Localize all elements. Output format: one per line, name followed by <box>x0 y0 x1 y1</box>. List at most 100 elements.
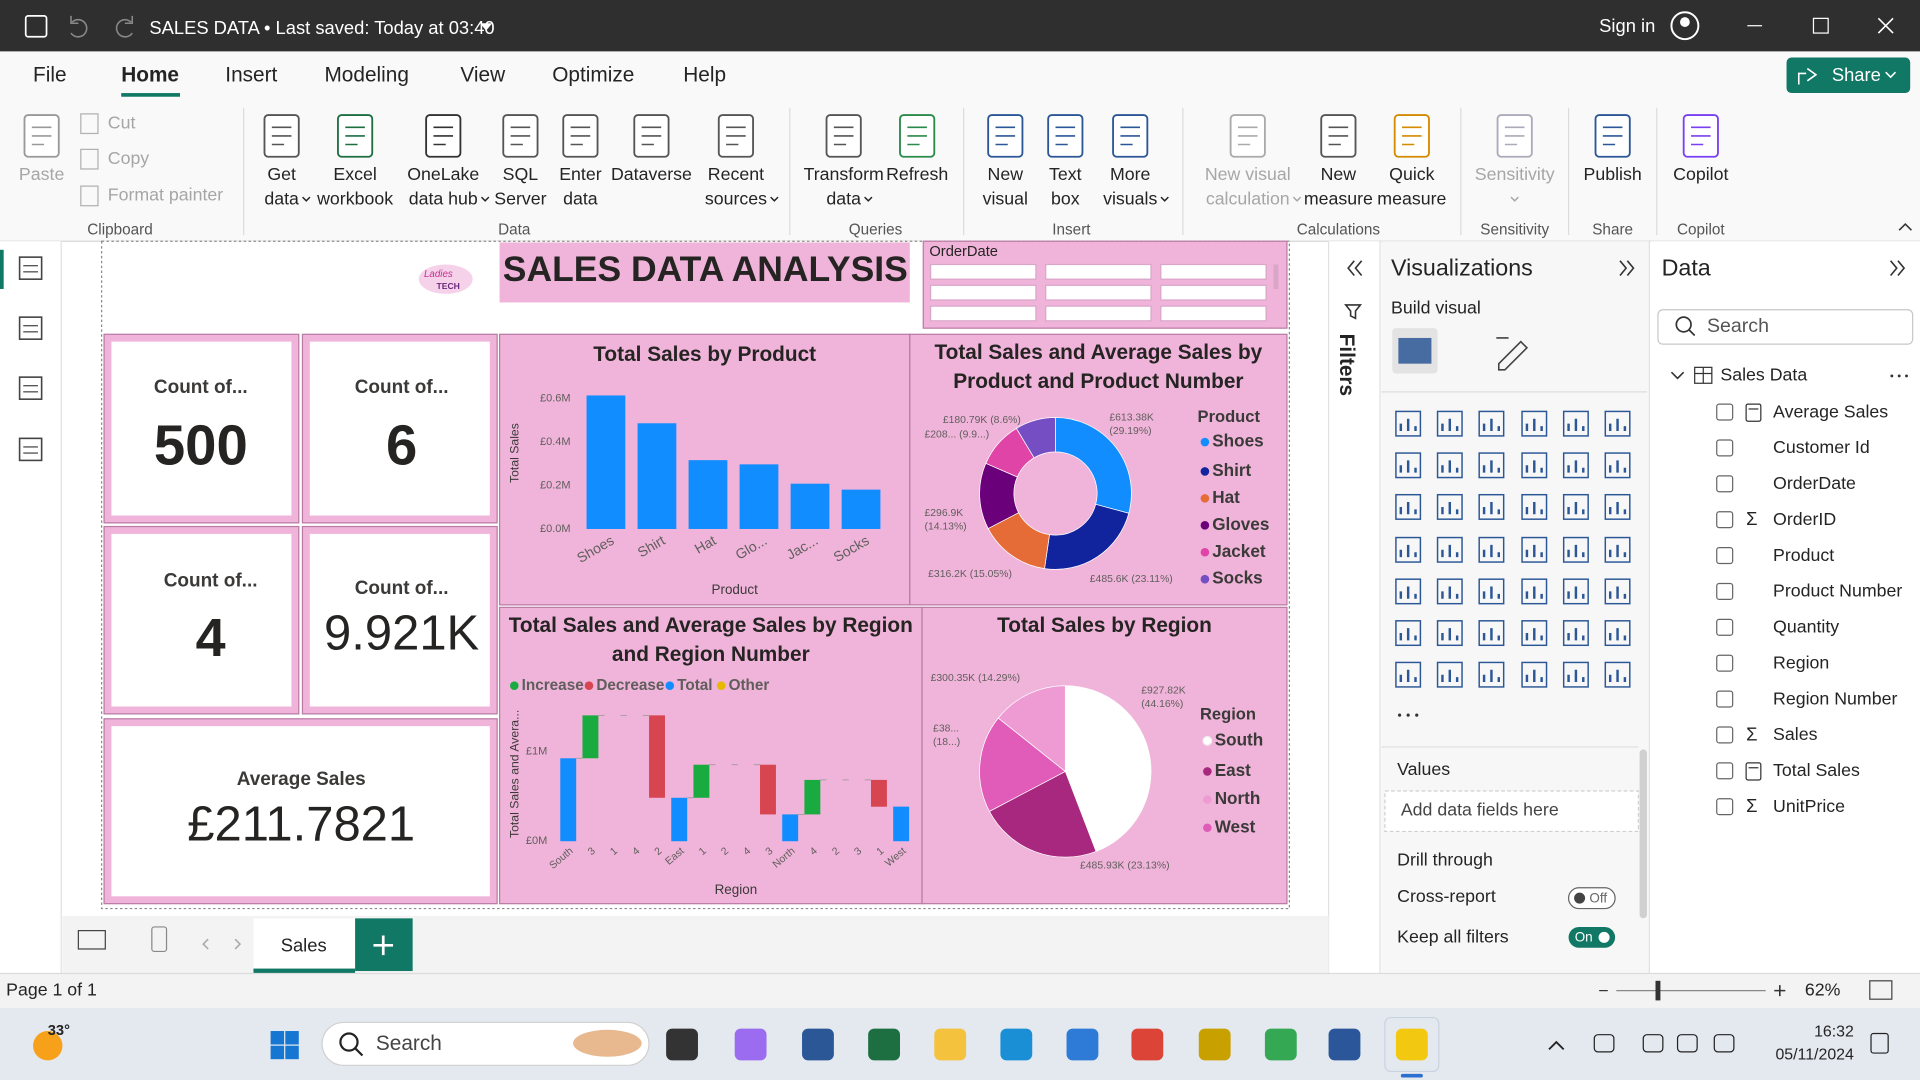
small-button-label[interactable]: Cut <box>108 112 136 132</box>
visual-type-icon[interactable] <box>1478 661 1505 688</box>
ribbon-button[interactable]: OneLake data hub <box>407 114 490 208</box>
taskbar-app[interactable] <box>1066 1028 1099 1061</box>
field-checkbox[interactable] <box>1716 618 1734 636</box>
visual-type-icon[interactable] <box>1436 578 1463 605</box>
visual-type-icon[interactable] <box>1436 661 1463 688</box>
ribbon-button[interactable]: Excel workbook <box>316 114 393 208</box>
visual-type-icon[interactable] <box>1604 578 1631 605</box>
field-checkbox[interactable] <box>1716 403 1734 421</box>
field-name[interactable]: Product <box>1773 545 1834 565</box>
visual-type-icon[interactable] <box>1562 493 1589 520</box>
visual-type-icon[interactable] <box>1478 410 1505 437</box>
values-well[interactable] <box>1384 790 1639 833</box>
visual-type-icon[interactable] <box>1562 661 1589 688</box>
format-visual-tab[interactable] <box>1496 337 1529 371</box>
field-checkbox[interactable] <box>1716 654 1734 672</box>
field-checkbox[interactable] <box>1716 511 1734 529</box>
zoom-slider-thumb[interactable] <box>1655 980 1661 1001</box>
ribbon-button[interactable]: New visual <box>983 114 1028 208</box>
ribbon-button[interactable]: Publish <box>1584 114 1642 184</box>
visual-type-icon[interactable] <box>1562 452 1589 479</box>
menu-tab[interactable]: Home <box>121 63 179 86</box>
taskbar-app[interactable] <box>1264 1028 1297 1061</box>
visual-type-icon[interactable] <box>1436 536 1463 563</box>
maximize-button[interactable] <box>1812 17 1829 34</box>
field-name[interactable]: UnitPrice <box>1773 796 1845 816</box>
field-name[interactable]: Region <box>1773 652 1829 672</box>
field-name[interactable]: Total Sales <box>1773 760 1860 780</box>
visual-type-icon[interactable] <box>1395 578 1422 605</box>
ribbon-button[interactable]: New measure <box>1304 114 1373 208</box>
field-checkbox[interactable] <box>1716 690 1734 708</box>
visual-type-icon[interactable] <box>1395 452 1422 479</box>
ribbon-button[interactable]: Sensitivity <box>1475 114 1555 202</box>
report-view[interactable] <box>18 256 43 280</box>
field-name[interactable]: Region Number <box>1773 688 1897 708</box>
visual-type-icon[interactable] <box>1604 493 1631 520</box>
menu-tab[interactable]: Modeling <box>324 63 408 86</box>
menu-tab[interactable]: View <box>460 63 506 86</box>
share-button[interactable] <box>1786 57 1911 94</box>
small-button-label[interactable]: Format painter <box>108 185 224 205</box>
visual-type-icon[interactable] <box>1395 410 1422 437</box>
collapse-pane[interactable] <box>1619 260 1635 277</box>
ribbon-button[interactable]: Transform data <box>804 114 884 208</box>
redo-icon[interactable] <box>115 15 134 38</box>
visual-type-icon[interactable] <box>1521 493 1548 520</box>
small-button-label[interactable]: Copy <box>108 148 150 168</box>
visual-type-icon[interactable] <box>1521 661 1548 688</box>
visual-type-icon[interactable] <box>1395 661 1422 688</box>
visual-type-icon[interactable] <box>1478 452 1505 479</box>
field-checkbox[interactable] <box>1716 582 1734 600</box>
ribbon-button[interactable]: More visuals <box>1103 114 1169 208</box>
field-name[interactable]: Average Sales <box>1773 401 1888 421</box>
taskbar-app[interactable] <box>1131 1028 1164 1061</box>
ribbon-button[interactable]: Refresh <box>886 114 948 184</box>
field-checkbox[interactable] <box>1716 726 1734 744</box>
search-box[interactable] <box>1657 309 1914 345</box>
expand-filters[interactable] <box>1347 260 1363 277</box>
field-name[interactable]: Sales <box>1773 724 1818 744</box>
visual-type-icon[interactable] <box>1562 620 1589 647</box>
table-view[interactable] <box>18 316 43 340</box>
visual-type-icon[interactable] <box>1521 620 1548 647</box>
table-name[interactable]: Sales Data <box>1720 365 1807 385</box>
visual-type-icon[interactable] <box>1604 410 1631 437</box>
visual-type-icon[interactable] <box>1478 578 1505 605</box>
taskbar-app[interactable] <box>802 1028 834 1061</box>
model-view[interactable] <box>18 376 43 400</box>
field-checkbox[interactable] <box>1716 762 1734 780</box>
field-checkbox[interactable] <box>1716 475 1734 493</box>
sign-in[interactable]: Sign in <box>1599 15 1655 36</box>
menu-tab[interactable]: Optimize <box>552 63 634 86</box>
ribbon-button[interactable]: Enter data <box>559 114 602 208</box>
visual-type-icon[interactable] <box>1395 493 1422 520</box>
taskbar-app[interactable] <box>1395 1028 1428 1061</box>
ribbon-button[interactable]: Quick measure <box>1377 114 1446 208</box>
mobile-layout-icon[interactable] <box>151 926 168 953</box>
zoom-in[interactable] <box>1774 985 1786 997</box>
field-checkbox[interactable] <box>1716 439 1734 457</box>
field-name[interactable]: Customer Id <box>1773 437 1870 457</box>
taskbar-app[interactable] <box>666 1028 698 1061</box>
menu-tab[interactable]: File <box>33 63 67 86</box>
field-checkbox[interactable] <box>1716 546 1734 565</box>
document-title[interactable]: SALES DATA • Last saved: Today at 03:40 <box>149 17 494 38</box>
menu-tab[interactable]: Insert <box>225 63 277 86</box>
ribbon-button[interactable]: Text box <box>1047 114 1084 208</box>
visual-type-icon[interactable] <box>1604 620 1631 647</box>
ribbon-button[interactable]: SQL Server <box>494 114 547 208</box>
ribbon-button[interactable]: Recent sources <box>705 114 779 208</box>
visual-type-icon[interactable] <box>1521 410 1548 437</box>
fit-to-page[interactable] <box>1869 980 1893 1000</box>
visual-type-icon[interactable] <box>1604 452 1631 479</box>
visual-type-icon[interactable] <box>1521 578 1548 605</box>
visual-type-icon[interactable] <box>1604 661 1631 688</box>
field-checkbox[interactable] <box>1716 798 1734 816</box>
taskbar-search[interactable] <box>321 1021 650 1066</box>
ribbon-button[interactable]: Paste <box>19 114 65 184</box>
close-button[interactable] <box>1877 17 1894 34</box>
visual-type-icon[interactable] <box>1395 620 1422 647</box>
ribbon-button[interactable]: Get data <box>263 114 311 208</box>
field-name[interactable]: OrderDate <box>1773 473 1856 493</box>
